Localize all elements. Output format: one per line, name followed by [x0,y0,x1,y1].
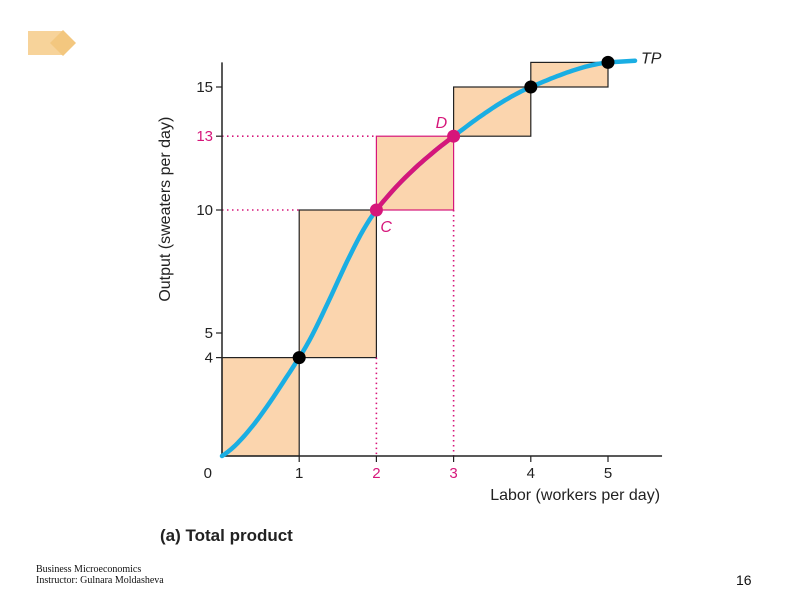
x-tick-label-1: 1 [295,465,303,482]
tp-point-2 [369,203,383,217]
x-tick-label-2: 2 [372,465,380,482]
point-label-D: D [436,115,448,132]
slide-bullet-icon [28,30,76,56]
tp-point-3 [447,129,461,143]
y-tick-label-13: 13 [196,128,213,145]
curve-layer [219,58,638,459]
chart-caption: (a) Total product [160,526,293,545]
y-tick-label-10: 10 [196,202,213,219]
tp-point-4 [524,80,538,94]
labels-layer: 1 2 3 4 5 4 5 10 13 15 0 Labor (workers per day) Out… [157,50,662,504]
guide-lines-layer [222,135,455,456]
point-label-C: C [380,219,392,236]
y-tick-label-4: 4 [205,350,213,367]
axes-layer [216,62,663,462]
bars-layer [221,61,609,457]
tp-curve-highlight-segment [374,133,456,213]
tp-point-1 [292,351,306,365]
curve-label-tp: TP [641,50,662,67]
x-axis-title: Labor (workers per day) [490,487,660,504]
total-product-chart: 1 2 3 4 5 4 5 10 13 15 0 Labor (workers per day) Out… [157,50,663,504]
footer-course: Business Microeconomics [36,564,142,575]
points-layer [292,55,615,365]
x-tick-label-3: 3 [449,465,457,482]
y-axis-title: Output (sweaters per day) [157,117,174,302]
y-tick-label-5: 5 [205,325,213,342]
footer: Business Microeconomics Instructor: Guln… [36,564,164,586]
x-tick-label-4: 4 [527,465,535,482]
y-tick-label-15: 15 [196,79,213,96]
page-number: 16 [736,572,752,588]
x-tick-label-5: 5 [604,465,612,482]
footer-instructor: Instructor: Gulnara Moldasheva [36,575,164,586]
tp-point-5 [601,55,615,69]
origin-label: 0 [204,465,212,482]
